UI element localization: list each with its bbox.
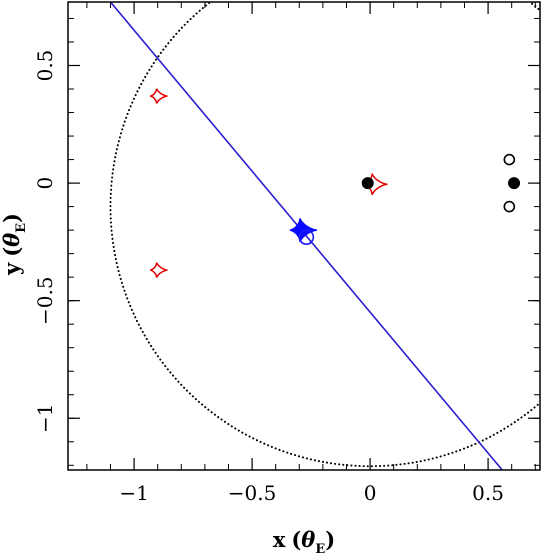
open-point xyxy=(503,200,516,213)
x-axis-label-theta: θ xyxy=(301,527,315,552)
y-axis-label-sub: E xyxy=(14,223,29,233)
y-tick-label: −1 xyxy=(33,404,57,433)
y-tick-label: −0.5 xyxy=(33,276,57,325)
caustic-curve xyxy=(150,262,168,278)
y-axis-label-var: y xyxy=(0,262,24,276)
y-axis-label: y(θE) xyxy=(0,213,29,276)
y-axis-label-theta: θ xyxy=(0,233,24,247)
x-tick-label: 0.5 xyxy=(472,481,504,505)
x-tick-label: −0.5 xyxy=(228,481,277,505)
y-tick-label: 0.5 xyxy=(33,50,57,82)
y-tick-label: 0 xyxy=(33,177,57,190)
source-trajectory-line xyxy=(109,2,503,470)
x-axis-label-var: x xyxy=(273,527,286,552)
data-group xyxy=(109,2,540,470)
lens-circle xyxy=(109,2,540,468)
open-point xyxy=(503,153,516,166)
open-point xyxy=(298,229,315,245)
axes-group: −1 −0.5 0 0.5 −1 −0.5 0 0.5 xyxy=(33,2,540,505)
x-tick-label: 0 xyxy=(364,481,377,505)
caustic-curve xyxy=(150,88,168,104)
x-axis-label-sub: E xyxy=(315,542,325,555)
filled-point xyxy=(361,177,374,190)
plot-frame xyxy=(67,1,541,471)
filled-point xyxy=(508,177,521,190)
x-axis-label: x (θE) xyxy=(273,527,335,555)
x-tick-label: −1 xyxy=(119,481,148,505)
